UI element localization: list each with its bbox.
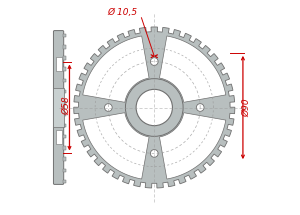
Bar [63, 79, 66, 82]
Bar [63, 90, 66, 94]
Bar [63, 169, 66, 172]
Circle shape [150, 150, 158, 157]
Polygon shape [74, 27, 235, 188]
Text: Ø 10,5: Ø 10,5 [107, 8, 137, 17]
Bar [63, 112, 66, 116]
Bar [63, 34, 66, 37]
Polygon shape [160, 36, 226, 102]
Polygon shape [83, 113, 149, 179]
Circle shape [196, 104, 204, 111]
FancyBboxPatch shape [53, 31, 64, 184]
Bar [63, 101, 66, 105]
Bar [63, 124, 66, 127]
Bar [63, 135, 66, 138]
Bar [63, 157, 66, 161]
Bar [56, 57, 62, 71]
Text: Ø90: Ø90 [242, 98, 251, 117]
Bar [63, 146, 66, 150]
Circle shape [136, 89, 172, 126]
Text: Ø58: Ø58 [62, 96, 71, 115]
Bar [63, 45, 66, 49]
Circle shape [150, 58, 158, 65]
Polygon shape [160, 113, 226, 179]
Bar [63, 68, 66, 71]
Bar [56, 130, 62, 144]
Circle shape [125, 79, 183, 136]
Circle shape [104, 104, 112, 111]
Bar [63, 180, 66, 183]
Polygon shape [83, 36, 149, 102]
Bar [53, 88, 64, 127]
Bar [63, 56, 66, 60]
